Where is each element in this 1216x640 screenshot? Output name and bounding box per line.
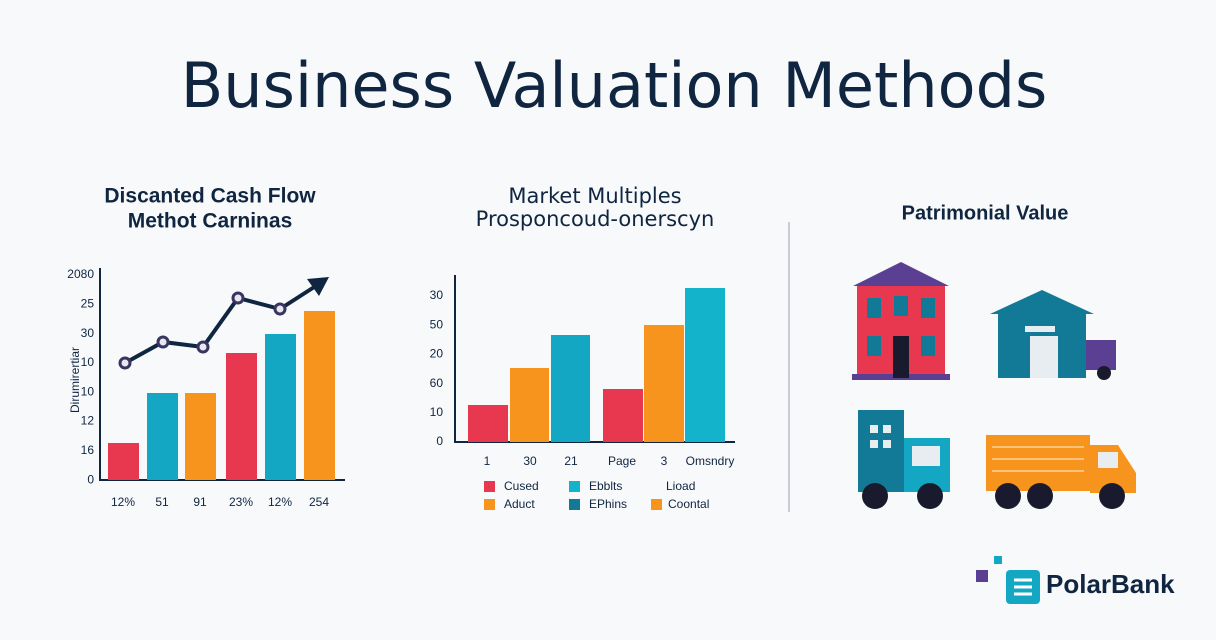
- legend-swatches: [484, 481, 662, 510]
- bars: [108, 311, 335, 480]
- y-tick-label: 0: [87, 472, 94, 486]
- x-tick-label: 91: [193, 495, 207, 509]
- x-tick-label: 12%: [268, 495, 292, 509]
- x-tick-label: 1: [484, 454, 491, 468]
- y-tick-label: 60: [430, 376, 444, 390]
- legend-label: Cused: [504, 479, 539, 493]
- bars: [468, 288, 725, 442]
- x-tick-label: 51: [155, 495, 169, 509]
- x-tick-label: 3: [661, 454, 668, 468]
- legend-label: Ebblts: [589, 479, 622, 493]
- y-tick-label: 50: [430, 317, 444, 331]
- truck-icon: [858, 410, 950, 509]
- x-tick-label: 12%: [111, 495, 135, 509]
- legend-label: Coontal: [668, 497, 709, 511]
- y-tick-label: 30: [430, 288, 444, 302]
- brand-name: PolarBank: [1046, 569, 1175, 599]
- legend-label: EPhins: [589, 497, 627, 511]
- panel-heading: Discanted Cash Flow: [104, 185, 316, 208]
- trend-line: [118, 277, 329, 370]
- logo-mark: [976, 556, 1040, 604]
- panel-heading: Patrimonial Value: [902, 202, 1069, 224]
- x-tick-label: 30: [523, 454, 537, 468]
- y-tick-label: 30: [81, 326, 95, 340]
- x-tick-label: Page: [608, 454, 636, 468]
- shop-icon: [990, 290, 1116, 380]
- x-tick-label: Omsndry: [686, 454, 735, 468]
- y-tick-label: 25: [81, 296, 95, 310]
- house-icon: [852, 262, 950, 380]
- lorry-icon: [986, 435, 1136, 509]
- legend-label: Lioad: [666, 479, 695, 493]
- y-tick-label: 10: [81, 384, 95, 398]
- legend-label: Aduct: [504, 497, 535, 511]
- x-tick-label: 21: [564, 454, 578, 468]
- y-tick-label: 10: [430, 405, 444, 419]
- y-axis-label: Dirumirertiar: [68, 347, 82, 413]
- y-tick-label: 16: [81, 443, 95, 457]
- y-tick-label: 20: [430, 347, 444, 361]
- panel-heading: Market Multiples: [508, 184, 681, 208]
- y-tick-label: 10: [81, 355, 95, 369]
- y-tick-label: 12: [81, 414, 95, 428]
- y-tick-label: 0: [436, 434, 443, 448]
- x-tick-label: 254: [309, 495, 329, 509]
- panel-heading: Prosponcoud-onerscyn: [476, 207, 715, 231]
- page-title: Business Valuation Methods: [181, 49, 1048, 122]
- panel-heading: Methot Carninas: [128, 210, 293, 233]
- x-tick-label: 23%: [229, 495, 253, 509]
- y-tick-label: 2080: [67, 267, 94, 281]
